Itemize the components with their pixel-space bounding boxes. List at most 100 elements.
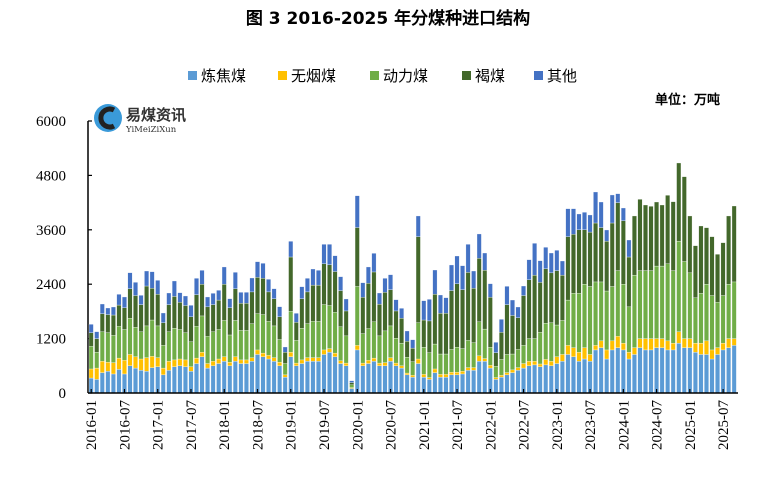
bar-segment xyxy=(144,325,149,358)
bar-segment xyxy=(465,340,471,368)
bar-segment xyxy=(504,354,510,373)
bar-segment xyxy=(731,205,737,283)
bar-segment xyxy=(582,347,587,360)
bar-segment xyxy=(133,356,138,369)
bar-segment xyxy=(343,362,349,366)
bar-segment xyxy=(177,365,183,394)
bar-segment xyxy=(388,325,393,358)
x-tick-label: 2016-01 xyxy=(84,400,100,450)
bar-segment xyxy=(499,319,504,333)
x-tick-label: 2020-07 xyxy=(384,400,400,450)
bar-segment xyxy=(227,365,233,394)
bar-segment xyxy=(266,321,271,356)
bar-segment xyxy=(593,281,598,346)
bar-segment xyxy=(360,282,366,298)
bar-segment xyxy=(565,208,571,237)
bar-segment xyxy=(199,270,205,285)
bar-segment xyxy=(404,341,410,358)
x-tick-label: 2020-01 xyxy=(350,400,366,450)
bar-segment xyxy=(221,356,227,362)
bar-segment xyxy=(620,207,626,221)
bar-segment xyxy=(199,356,205,394)
bar-segment xyxy=(587,231,593,287)
bar-segment xyxy=(665,195,671,264)
bar-segment xyxy=(277,362,283,366)
x-tick-label: 2019-01 xyxy=(284,400,300,450)
bar-segment xyxy=(277,339,283,363)
bar-segment xyxy=(116,304,122,327)
bar-segment xyxy=(388,274,393,290)
bar-segment xyxy=(510,369,515,373)
bar-segment xyxy=(271,298,277,327)
bar-segment xyxy=(676,240,682,332)
bar-segment xyxy=(726,215,732,285)
bar-segment xyxy=(282,363,288,376)
bar-segment xyxy=(676,342,682,394)
bar-segment xyxy=(487,283,493,298)
bar-segment xyxy=(360,362,366,366)
bar-segment xyxy=(482,269,488,330)
bar-segment xyxy=(560,320,565,355)
bar-segment xyxy=(332,271,338,313)
bar-segment xyxy=(310,361,316,394)
bar-segment xyxy=(111,306,116,316)
bar-segment xyxy=(615,202,621,271)
bar-segment xyxy=(598,347,604,394)
bar-segment xyxy=(94,352,100,369)
bar-segment xyxy=(543,359,549,366)
bar-segment xyxy=(604,290,610,351)
bar-segment xyxy=(637,338,643,348)
bar-segment xyxy=(659,347,665,394)
x-tick-label: 2023-07 xyxy=(583,400,599,450)
bar-segment xyxy=(332,312,338,354)
bar-segment xyxy=(665,349,671,394)
bar-segment xyxy=(665,263,671,342)
bar-segment xyxy=(482,361,488,394)
bar-segment xyxy=(582,284,587,348)
bar-segment xyxy=(249,277,255,293)
bar-segment xyxy=(415,236,421,323)
bar-segment xyxy=(388,361,393,394)
bar-segment xyxy=(726,338,732,348)
bar-segment xyxy=(94,331,100,339)
bar-segment xyxy=(410,347,416,362)
bar-segment xyxy=(260,356,266,394)
bar-segment xyxy=(249,357,255,362)
bar-segment xyxy=(637,270,643,339)
bar-segment xyxy=(426,299,432,322)
bar-segment xyxy=(482,252,488,271)
bar-segment xyxy=(271,325,277,358)
bar-segment xyxy=(238,292,244,304)
bar-segment xyxy=(687,272,693,339)
bar-segment xyxy=(116,357,122,370)
bar-segment xyxy=(587,361,593,394)
bar-segment xyxy=(332,356,338,394)
bar-segment xyxy=(693,342,698,353)
bar-segment xyxy=(676,162,682,242)
bar-segment xyxy=(715,302,720,348)
bar-segment xyxy=(471,288,477,343)
bar-segment xyxy=(232,320,238,357)
bar-segment xyxy=(327,352,332,394)
bar-segment xyxy=(704,354,709,394)
bar-segment xyxy=(338,290,343,327)
x-tick-label: 2021-07 xyxy=(450,400,466,450)
bar-segment xyxy=(449,264,454,291)
bar-segment xyxy=(648,206,654,271)
bar-segment xyxy=(687,347,693,394)
bar-segment xyxy=(288,356,294,394)
bar-segment xyxy=(271,288,277,299)
bar-segment xyxy=(255,261,260,278)
bar-segment xyxy=(144,371,149,394)
bar-segment xyxy=(277,306,283,317)
bar-segment xyxy=(288,256,294,312)
bar-segment xyxy=(210,331,216,362)
bar-segment xyxy=(255,277,260,314)
bar-segment xyxy=(327,244,332,265)
bar-segment xyxy=(731,338,737,346)
bar-segment xyxy=(526,361,532,366)
bar-segment xyxy=(465,367,471,371)
bar-segment xyxy=(227,307,233,336)
bar-segment xyxy=(659,204,665,267)
bar-segment xyxy=(632,274,637,348)
